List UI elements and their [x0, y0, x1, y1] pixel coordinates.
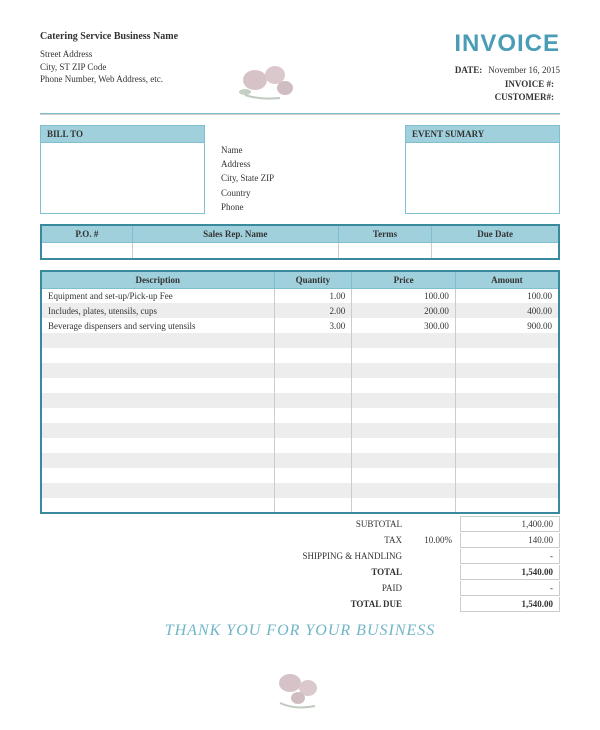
item-amount: 100.00	[455, 288, 559, 303]
item-desc: Equipment and set-up/Pick-up Fee	[41, 288, 274, 303]
table-row-empty	[41, 438, 559, 453]
po-header-due: Due Date	[432, 225, 559, 243]
bill-to-header: BILL TO	[41, 126, 204, 143]
item-price: 100.00	[352, 288, 456, 303]
company-contact: Phone Number, Web Address, etc.	[40, 73, 178, 86]
paid-value: -	[460, 581, 560, 596]
table-row: Beverage dispensers and serving utensils…	[41, 318, 559, 333]
shipping-label: SHIPPING & HANDLING	[290, 551, 410, 561]
bill-to-box: BILL TO	[40, 125, 205, 215]
table-row-empty	[41, 393, 559, 408]
tax-label: TAX	[290, 535, 410, 545]
totals-block: SUBTOTAL 1,400.00 TAX10.00%140.00 SHIPPIN…	[40, 516, 560, 612]
invoice-num-label: INVOICE #:	[505, 78, 554, 92]
po-header-terms: Terms	[338, 225, 431, 243]
flower-decoration-bottom	[260, 658, 340, 718]
item-desc: Includes, plates, utensils, cups	[41, 303, 274, 318]
table-row-empty	[41, 453, 559, 468]
table-row-empty	[41, 483, 559, 498]
tax-rate: 10.00%	[410, 535, 460, 545]
table-row: Equipment and set-up/Pick-up Fee1.00100.…	[41, 288, 559, 303]
date-value: November 16, 2015	[488, 64, 560, 78]
items-header-price: Price	[352, 271, 456, 289]
subtotal-value: 1,400.00	[460, 516, 560, 532]
bill-to-fields: Name Address City, State ZIP Country Pho…	[215, 125, 395, 215]
item-qty: 3.00	[274, 318, 352, 333]
invoice-title: INVOICE	[454, 30, 560, 58]
table-row-empty	[41, 423, 559, 438]
item-price: 200.00	[352, 303, 456, 318]
table-row-empty	[41, 468, 559, 483]
item-desc: Beverage dispensers and serving utensils	[41, 318, 274, 333]
billto-name: Name	[221, 143, 389, 157]
divider	[40, 113, 560, 115]
table-row-empty	[41, 408, 559, 423]
table-row-empty	[41, 378, 559, 393]
thank-you-footer: THANK YOU FOR YOUR BUSINESS	[40, 622, 560, 640]
items-table: Description Quantity Price Amount Equipm…	[40, 270, 560, 515]
po-header-rep: Sales Rep. Name	[132, 225, 338, 243]
table-row: Includes, plates, utensils, cups2.00200.…	[41, 303, 559, 318]
table-row-empty	[41, 498, 559, 513]
item-qty: 1.00	[274, 288, 352, 303]
items-header-amount: Amount	[455, 271, 559, 289]
table-row-empty	[41, 348, 559, 363]
table-row-empty	[41, 363, 559, 378]
due-label: TOTAL DUE	[290, 599, 410, 609]
total-label: TOTAL	[290, 567, 410, 577]
subtotal-label: SUBTOTAL	[290, 519, 410, 529]
tax-value: 140.00	[460, 533, 560, 548]
event-header: EVENT SUMARY	[406, 126, 559, 143]
date-label: DATE:	[455, 64, 482, 78]
customer-num-label: CUSTOMER#:	[495, 91, 554, 105]
company-name: Catering Service Business Name	[40, 30, 178, 44]
item-amount: 900.00	[455, 318, 559, 333]
header: Catering Service Business Name Street Ad…	[40, 30, 560, 105]
items-header-qty: Quantity	[274, 271, 352, 289]
shipping-value: -	[460, 549, 560, 564]
billto-city: City, State ZIP	[221, 171, 389, 185]
due-value: 1,540.00	[460, 597, 560, 612]
company-city: City, ST ZIP Code	[40, 61, 178, 74]
po-table: P.O. # Sales Rep. Name Terms Due Date	[40, 224, 560, 260]
po-header-po: P.O. #	[41, 225, 132, 243]
billto-phone: Phone	[221, 200, 389, 214]
item-amount: 400.00	[455, 303, 559, 318]
company-street: Street Address	[40, 48, 178, 61]
table-row-empty	[41, 333, 559, 348]
paid-label: PAID	[290, 583, 410, 593]
event-summary-box: EVENT SUMARY	[405, 125, 560, 215]
items-header-desc: Description	[41, 271, 274, 289]
total-value: 1,540.00	[460, 565, 560, 580]
address-row: BILL TO Name Address City, State ZIP Cou…	[40, 125, 560, 215]
invoice-meta: INVOICE DATE: November 16, 2015 INVOICE #…	[454, 30, 560, 105]
billto-country: Country	[221, 186, 389, 200]
item-price: 300.00	[352, 318, 456, 333]
billto-address: Address	[221, 157, 389, 171]
company-block: Catering Service Business Name Street Ad…	[40, 30, 178, 105]
item-qty: 2.00	[274, 303, 352, 318]
